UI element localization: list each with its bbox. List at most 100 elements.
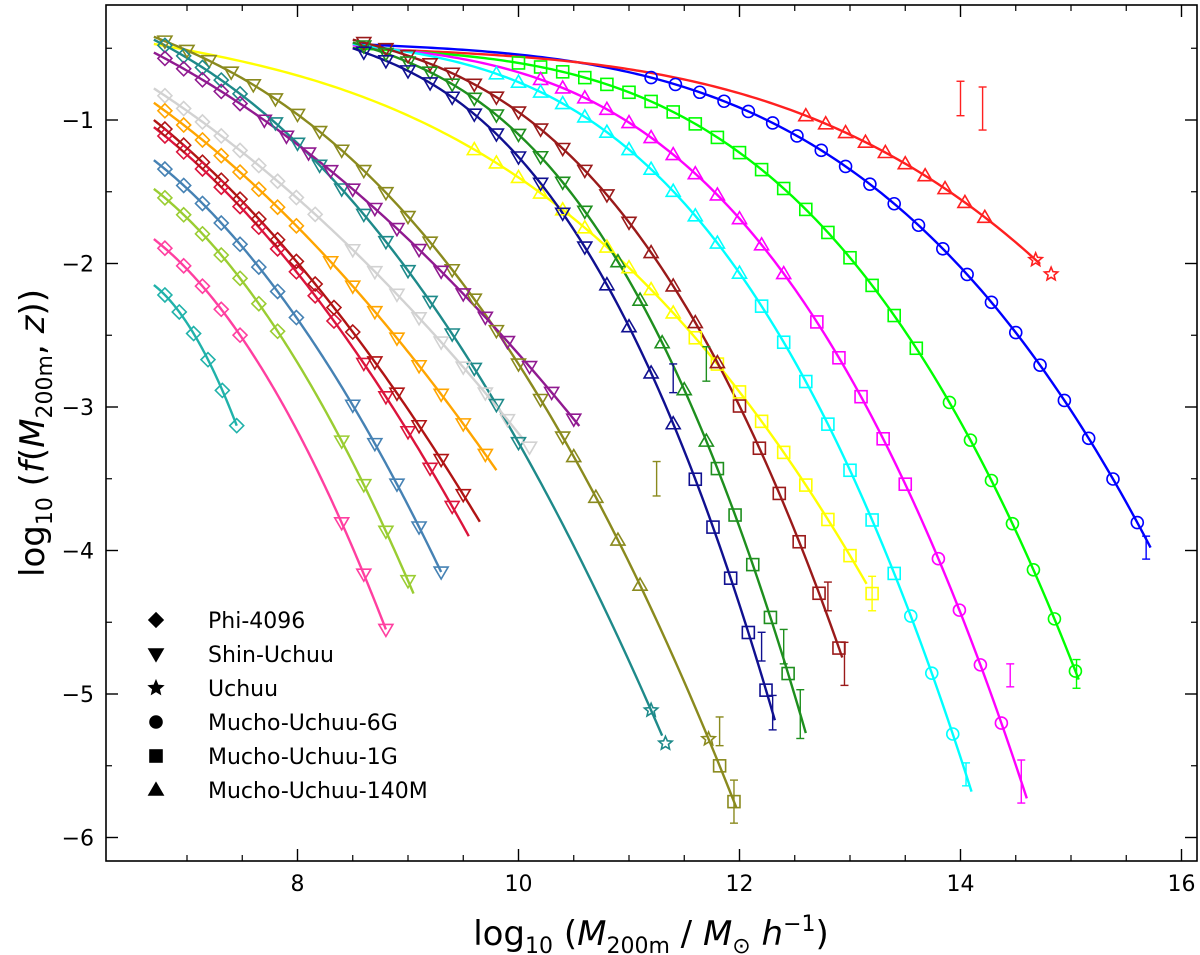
triangle-down-marker	[366, 437, 384, 453]
triangle-up-marker	[817, 115, 835, 130]
triangle-up-marker	[686, 313, 704, 329]
triangle-down-marker	[377, 42, 395, 58]
circle-marker	[1008, 325, 1023, 340]
y-tick-label: −5	[62, 683, 94, 708]
fit-curve-purple	[153, 51, 581, 427]
triangle-down-marker	[255, 114, 273, 129]
diamond-marker	[156, 102, 174, 119]
fit-curve-cyan	[352, 42, 973, 792]
triangle-up-marker	[686, 165, 704, 180]
diamond-marker	[250, 157, 267, 174]
square-marker	[728, 508, 742, 522]
triangle-up-marker	[488, 154, 505, 169]
triangle-down-marker	[399, 210, 417, 226]
triangle-up-marker	[598, 276, 616, 291]
triangle-down-marker	[289, 137, 306, 152]
triangle-down-marker	[476, 448, 494, 464]
circle-marker	[931, 551, 946, 566]
square-marker	[732, 399, 747, 413]
square-marker	[706, 520, 720, 534]
x-tick-label: 8	[291, 872, 305, 897]
square-marker	[710, 461, 725, 476]
square-marker	[710, 357, 725, 371]
square-marker	[688, 472, 703, 487]
fit-curve-magenta	[352, 44, 1028, 799]
diamond-marker	[156, 120, 174, 138]
triangle-down-marker	[377, 47, 395, 63]
triangle-down-marker	[388, 478, 406, 493]
diamond-marker	[175, 100, 192, 117]
diamond-marker	[231, 198, 249, 215]
triangle-down-marker	[465, 362, 483, 377]
triangle-down-marker	[333, 144, 351, 159]
square-marker	[792, 534, 806, 549]
triangle-down-marker	[465, 108, 483, 123]
square-marker	[763, 610, 778, 625]
star-marker	[1042, 265, 1060, 282]
triangle-down-marker	[476, 387, 494, 402]
triangle-up-marker	[896, 155, 914, 170]
legend-label: Phi-4096	[208, 609, 305, 634]
triangle-down-marker	[267, 117, 284, 132]
fit-curve-crimson	[153, 126, 470, 537]
triangle-up-marker	[576, 89, 594, 104]
y-tick-label: −6	[62, 827, 94, 852]
legend: Phi-4096 Shin-Uchuu Uchuu Mucho-Uchuu-6G Muc…	[147, 609, 428, 804]
circle-marker	[952, 603, 967, 617]
diamond-marker	[269, 323, 286, 340]
triangle-down-marker	[388, 288, 406, 303]
triangle-down-marker	[355, 164, 373, 180]
fit-curve-orange	[153, 101, 498, 471]
triangle-down-marker	[443, 328, 461, 343]
triangle-down-marker	[355, 478, 373, 494]
triangle-down-marker	[333, 183, 351, 198]
triangle-down-marker	[377, 391, 395, 406]
triangle-down-marker	[355, 46, 373, 61]
square-marker	[555, 65, 570, 79]
triangle-down-marker	[532, 123, 549, 138]
diamond-marker	[194, 71, 211, 88]
fit-curve-darkred	[153, 119, 481, 523]
triangle-down-marker	[355, 357, 373, 373]
diamond-marker	[250, 181, 267, 198]
triangle-up-marker	[775, 265, 793, 280]
square-marker	[759, 683, 773, 697]
diamond-marker	[175, 137, 192, 154]
diamond-marker	[156, 160, 174, 178]
square-marker	[732, 145, 747, 160]
triangle-down-marker	[554, 142, 572, 158]
circle-marker	[924, 666, 939, 680]
diamond-marker	[175, 116, 192, 134]
diamond-marker	[213, 246, 230, 264]
triangle-down-marker	[222, 66, 240, 81]
triangle-up-marker	[631, 291, 649, 306]
square-marker	[712, 759, 727, 773]
triangle-up-marker	[675, 381, 693, 396]
triangle-up-marker	[576, 219, 594, 234]
circle-marker	[1005, 516, 1020, 531]
circle-marker	[936, 241, 950, 256]
square-marker	[776, 445, 791, 460]
triangle-down-marker	[454, 488, 472, 504]
triangle-down-marker	[377, 525, 395, 540]
triangle-down-marker	[488, 109, 505, 124]
diamond-marker	[156, 50, 174, 67]
diamond-marker	[288, 263, 305, 280]
diamond-marker	[231, 85, 249, 102]
triangle-down-marker	[366, 356, 384, 371]
square-marker	[776, 181, 791, 196]
square-marker	[843, 548, 857, 563]
square-marker	[723, 571, 738, 585]
triangle-down-marker	[432, 265, 450, 280]
triangle-up-marker	[753, 236, 770, 251]
triangle-down-marker	[289, 108, 306, 124]
triangle-up-marker	[510, 73, 527, 88]
fit-curve-red	[352, 47, 1041, 265]
square-marker	[821, 512, 835, 527]
star-marker	[656, 734, 675, 751]
circle-marker	[1068, 664, 1083, 678]
triangle-up-marker	[664, 277, 682, 292]
diamond-marker	[250, 295, 267, 312]
fit-curve-brown	[352, 38, 844, 658]
